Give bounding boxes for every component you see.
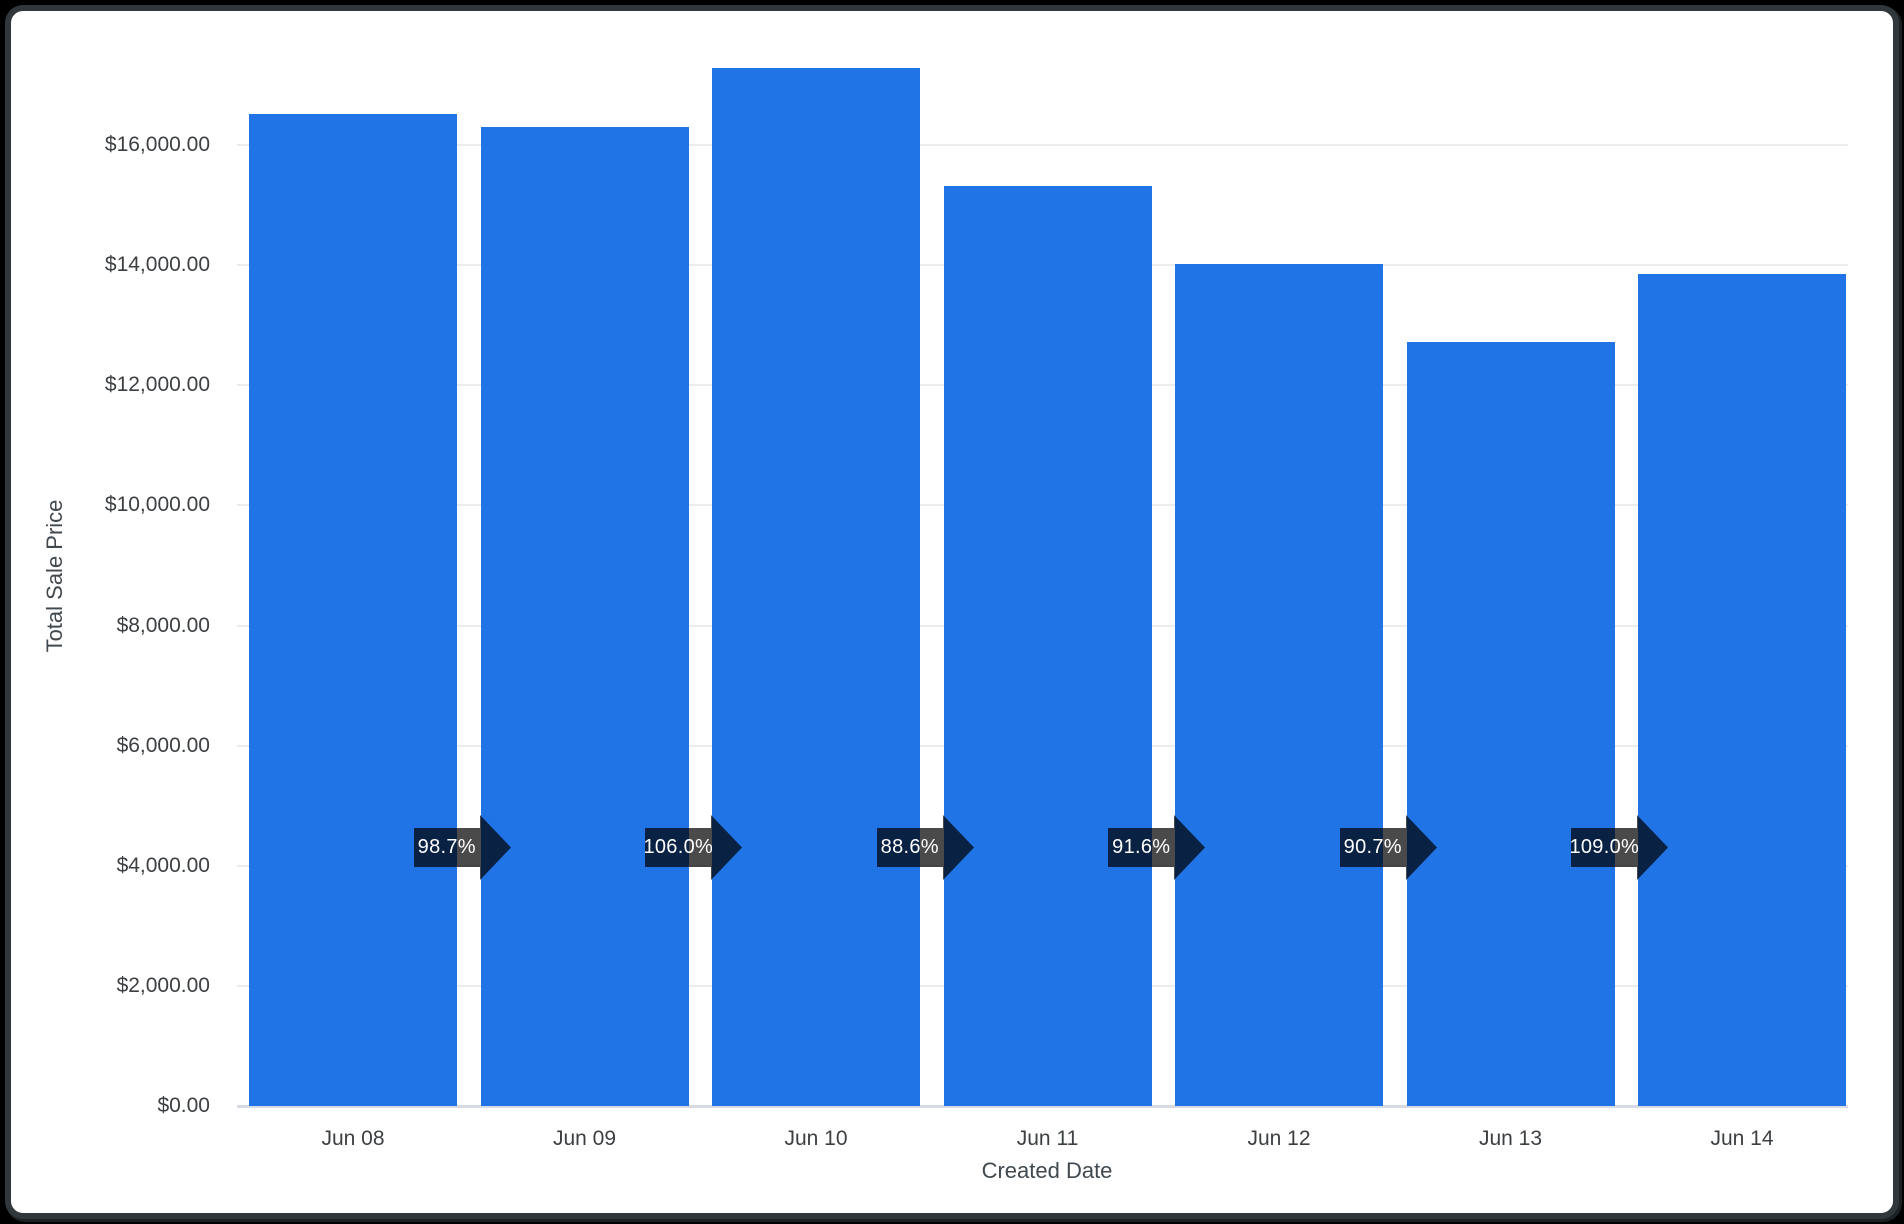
growth-arrow-label: 90.7% xyxy=(1343,836,1402,858)
right-arrow-icon xyxy=(413,815,511,880)
growth-arrow: 88.6% xyxy=(876,812,977,882)
y-tick-label: $14,000.00 xyxy=(104,253,210,277)
y-tick-label: $10,000.00 xyxy=(104,493,210,517)
y-tick-label: $0.00 xyxy=(157,1094,210,1117)
bar-jun-14[interactable] xyxy=(1638,273,1846,1106)
x-axis-title: Created Date xyxy=(981,1158,1113,1183)
gridline xyxy=(237,144,1848,146)
y-tick-label: $8,000.00 xyxy=(116,613,210,637)
y-tick-label: $6,000.00 xyxy=(116,733,210,757)
right-arrow-icon xyxy=(876,815,974,880)
x-tick-label: Jun 13 xyxy=(1478,1127,1543,1150)
growth-arrow-label: 109.0% xyxy=(1569,836,1640,858)
x-tick-label: Jun 14 xyxy=(1710,1127,1774,1150)
bar-jun-08[interactable] xyxy=(249,114,457,1106)
x-tick-label: Jun 10 xyxy=(784,1127,848,1150)
y-tick-label: $4,000.00 xyxy=(116,853,210,877)
growth-arrow: 109.0% xyxy=(1569,812,1671,882)
y-tick-label: $16,000.00 xyxy=(104,133,210,156)
y-tick-label: $12,000.00 xyxy=(104,373,210,397)
x-axis-line xyxy=(237,1105,1848,1108)
growth-arrow-label: 106.0% xyxy=(643,836,714,858)
growth-arrow-label: 88.6% xyxy=(880,836,939,858)
x-tick-label: Jun 11 xyxy=(1016,1127,1079,1150)
growth-arrow-label: 91.6% xyxy=(1112,836,1171,858)
bar-jun-11[interactable] xyxy=(943,186,1152,1106)
growth-arrow: 91.6% xyxy=(1108,812,1208,882)
bar-jun-09[interactable] xyxy=(480,126,689,1106)
bar-jun-10[interactable] xyxy=(712,68,920,1106)
x-tick-label: Jun 08 xyxy=(321,1127,385,1150)
bar-jun-12[interactable] xyxy=(1175,263,1383,1106)
growth-arrow-label: 98.7% xyxy=(417,836,476,858)
right-arrow-icon xyxy=(1108,815,1206,880)
growth-arrow: 106.0% xyxy=(643,812,745,882)
right-arrow-icon xyxy=(1571,815,1669,880)
x-tick-label: Jun 09 xyxy=(552,1127,617,1150)
bar-jun-13[interactable] xyxy=(1406,342,1615,1106)
growth-arrow: 98.7% xyxy=(413,812,514,882)
right-arrow-icon xyxy=(1339,815,1437,880)
right-arrow-icon xyxy=(645,815,743,880)
growth-arrow: 90.7% xyxy=(1339,812,1440,882)
y-tick-label: $2,000.00 xyxy=(116,973,210,997)
x-tick-label: Jun 12 xyxy=(1247,1127,1311,1150)
